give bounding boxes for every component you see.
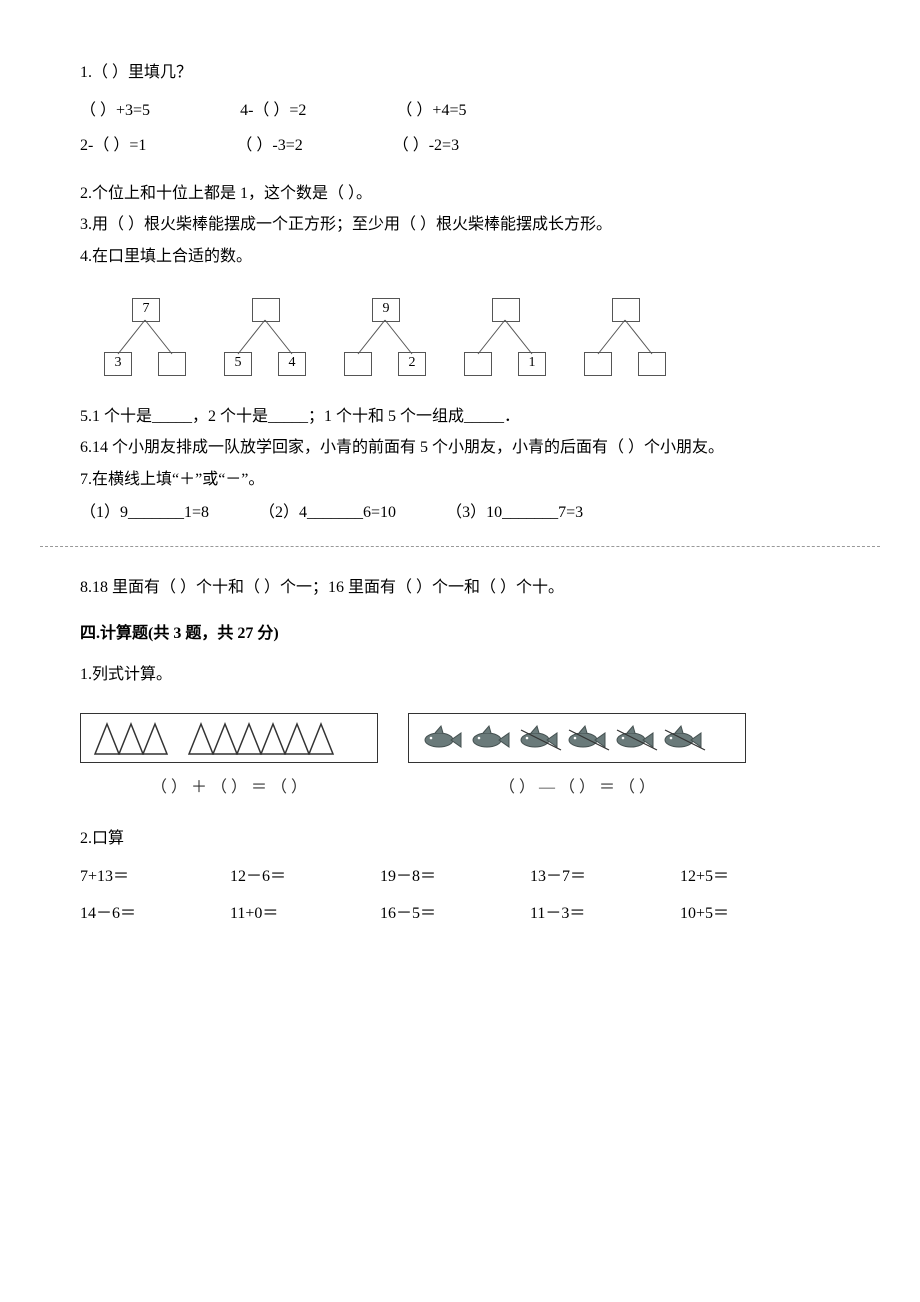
nb5-bl bbox=[584, 352, 612, 376]
number-bond-2: 5 4 bbox=[220, 298, 310, 376]
s4-q1-prompt: 1.列式计算。 bbox=[80, 662, 840, 688]
nb1-br bbox=[158, 352, 186, 376]
q1-r2-1: 2-（ ）=1 bbox=[80, 133, 146, 159]
q1-r1-3: （ ）+4=5 bbox=[396, 98, 466, 124]
q1-r1-2: 4-（ ）=2 bbox=[240, 98, 306, 124]
number-bond-3: 9 2 bbox=[340, 298, 430, 376]
q1-row1: （ ）+3=5 4-（ ）=2 （ ）+4=5 bbox=[80, 98, 840, 124]
nb1-top: 7 bbox=[132, 298, 160, 322]
ks-1-4: 13－7＝ bbox=[530, 864, 620, 890]
page-separator bbox=[40, 546, 880, 547]
q7-2: （2）4_______6=10 bbox=[259, 500, 396, 526]
calc-figures: （ ） ＋ （ ） ＝ （ ） bbox=[80, 713, 840, 801]
ks-1-2: 12－6＝ bbox=[230, 864, 320, 890]
nb5-br bbox=[638, 352, 666, 376]
q5-text: 5.1 个十是_____，2 个十是_____；1 个十和 5 个一组成____… bbox=[80, 404, 840, 430]
q1-r1-1: （ ）+3=5 bbox=[80, 98, 150, 124]
nb4-top bbox=[492, 298, 520, 322]
triangles-expr: （ ） ＋ （ ） ＝ （ ） bbox=[80, 775, 378, 801]
fish-icon bbox=[417, 718, 737, 758]
triangles-icon bbox=[89, 718, 369, 758]
ks-1-3: 19－8＝ bbox=[380, 864, 470, 890]
nb1-bl: 3 bbox=[104, 352, 132, 376]
ks-1-5: 12+5＝ bbox=[680, 864, 770, 890]
q1-row2: 2-（ ）=1 （ ）-3=2 （ ）-2=3 bbox=[80, 133, 840, 159]
q1-r2-2: （ ）-3=2 bbox=[236, 133, 302, 159]
nb4-br: 1 bbox=[518, 352, 546, 376]
ks-2-4: 11－3＝ bbox=[530, 901, 620, 927]
q6-text: 6.14 个小朋友排成一队放学回家，小青的前面有 5 个小朋友，小青的后面有（ … bbox=[80, 435, 840, 461]
q7-3: （3）10_______7=3 bbox=[446, 500, 583, 526]
nb2-bl: 5 bbox=[224, 352, 252, 376]
fish-expr: （ ） — （ ） ＝ （ ） bbox=[408, 775, 746, 801]
number-bond-5 bbox=[580, 298, 670, 376]
q7-prompt: 7.在横线上填“＋”或“－”。 bbox=[80, 467, 840, 493]
nb3-br: 2 bbox=[398, 352, 426, 376]
nb5-top bbox=[612, 298, 640, 322]
ks-2-5: 10+5＝ bbox=[680, 901, 770, 927]
q1-r2-3: （ ）-2=3 bbox=[393, 133, 459, 159]
q1-prompt: 1.（ ）里填几？ bbox=[80, 60, 840, 86]
q4-prompt: 4.在口里填上合适的数。 bbox=[80, 244, 840, 270]
kousuan-row-1: 7+13＝ 12－6＝ 19－8＝ 13－7＝ 12+5＝ bbox=[80, 864, 840, 890]
fish-figure: （ ） — （ ） ＝ （ ） bbox=[408, 713, 746, 801]
ks-2-1: 14－6＝ bbox=[80, 901, 170, 927]
q8-text: 8.18 里面有（ ）个十和（ ）个一；16 里面有（ ）个一和（ ）个十。 bbox=[80, 575, 840, 601]
number-bond-1: 7 3 bbox=[100, 298, 190, 376]
kousuan-row-2: 14－6＝ 11+0＝ 16－5＝ 11－3＝ 10+5＝ bbox=[80, 901, 840, 927]
nb3-bl bbox=[344, 352, 372, 376]
ks-2-3: 16－5＝ bbox=[380, 901, 470, 927]
ks-1-1: 7+13＝ bbox=[80, 864, 170, 890]
q2-text: 2.个位上和十位上都是 1，这个数是（ ）。 bbox=[80, 181, 840, 207]
nb2-top bbox=[252, 298, 280, 322]
s4-q2-prompt: 2.口算 bbox=[80, 826, 840, 852]
ks-2-2: 11+0＝ bbox=[230, 901, 320, 927]
triangles-figure: （ ） ＋ （ ） ＝ （ ） bbox=[80, 713, 378, 801]
q3-text: 3.用（ ）根火柴棒能摆成一个正方形；至少用（ ）根火柴棒能摆成长方形。 bbox=[80, 212, 840, 238]
nb2-br: 4 bbox=[278, 352, 306, 376]
q4-diagram: 7 3 5 4 9 2 1 bbox=[100, 298, 840, 376]
number-bond-4: 1 bbox=[460, 298, 550, 376]
nb4-bl bbox=[464, 352, 492, 376]
q7-1: （1）9_______1=8 bbox=[80, 500, 209, 526]
q7-row: （1）9_______1=8 （2）4_______6=10 （3）10____… bbox=[80, 500, 840, 526]
nb3-top: 9 bbox=[372, 298, 400, 322]
section-4-header: 四.计算题(共 3 题，共 27 分) bbox=[80, 621, 840, 647]
